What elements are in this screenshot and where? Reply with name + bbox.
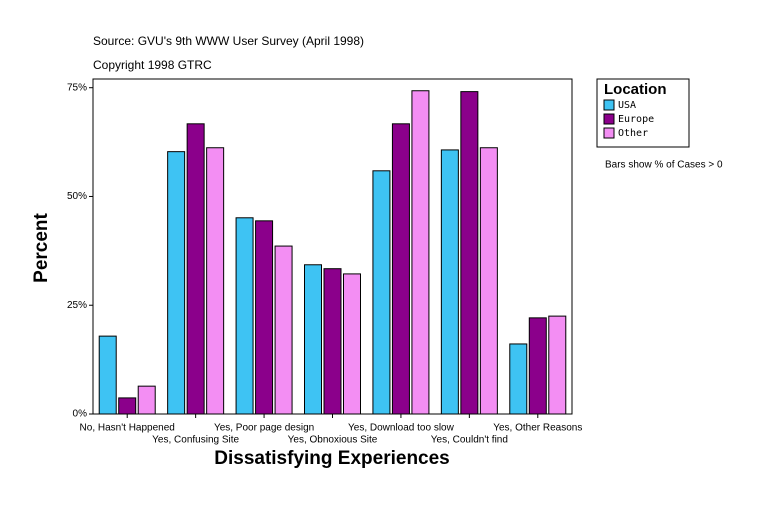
bar bbox=[548, 315, 567, 415]
copyright: Copyright 1998 GTRC bbox=[93, 58, 212, 72]
legend-title: Location bbox=[604, 81, 667, 98]
bar bbox=[528, 317, 547, 415]
bar bbox=[235, 217, 254, 415]
y-axis-title: Percent bbox=[31, 212, 52, 282]
bar bbox=[206, 147, 225, 415]
legend-swatch bbox=[603, 99, 615, 111]
x-tick-label: Yes, Obnoxious Site bbox=[288, 435, 378, 446]
x-tick-label: Yes, Poor page design bbox=[214, 423, 314, 434]
x-axis-title: Dissatisfying Experiences bbox=[214, 448, 450, 469]
x-tick-label: Yes, Download too slow bbox=[348, 423, 455, 434]
bar bbox=[440, 149, 459, 415]
bar bbox=[167, 151, 186, 415]
bar bbox=[372, 170, 391, 415]
bar bbox=[118, 397, 137, 415]
x-tick-label: Yes, Other Reasons bbox=[493, 423, 582, 434]
bar bbox=[274, 245, 293, 415]
y-tick-label: 75% bbox=[67, 82, 87, 93]
y-tick-label: 50% bbox=[67, 191, 87, 202]
bar bbox=[137, 385, 156, 415]
bar bbox=[391, 123, 410, 415]
note: Bars show % of Cases > 0 bbox=[605, 160, 723, 171]
legend-label: Europe bbox=[618, 114, 654, 125]
bar bbox=[186, 123, 205, 415]
y-tick-label: 0% bbox=[73, 409, 88, 420]
bar bbox=[98, 335, 117, 415]
bar bbox=[509, 343, 528, 415]
bar bbox=[255, 220, 274, 415]
bar bbox=[343, 273, 361, 415]
x-tick-label: Yes, Couldn't find bbox=[431, 435, 508, 446]
bar bbox=[304, 264, 322, 415]
legend-swatch bbox=[603, 127, 615, 139]
x-tick-label: No, Hasn't Happened bbox=[80, 423, 175, 434]
source: Source: GVU's 9th WWW User Survey (April… bbox=[93, 34, 364, 48]
bar bbox=[411, 90, 430, 415]
legend-swatch bbox=[603, 113, 615, 125]
bar bbox=[479, 147, 498, 415]
y-tick-label: 25% bbox=[67, 300, 87, 311]
x-tick-label: Yes, Confusing Site bbox=[152, 435, 239, 446]
bar bbox=[460, 91, 479, 415]
legend-label: USA bbox=[618, 100, 636, 111]
legend-label: Other bbox=[618, 128, 648, 139]
bar bbox=[323, 268, 342, 415]
